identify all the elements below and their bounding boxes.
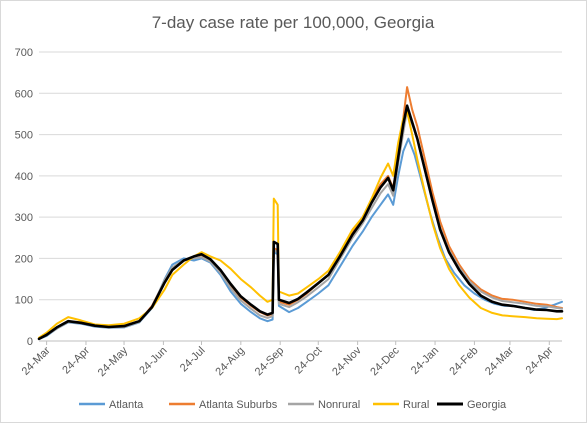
x-tick-label: 24-Oct <box>293 345 325 377</box>
legend-label: Georgia <box>467 399 507 411</box>
series-line-nonrural <box>38 108 563 340</box>
y-tick-label: 0 <box>27 336 33 348</box>
x-tick-label: 24-Dec <box>368 344 402 378</box>
legend-label: Nonrural <box>318 399 360 411</box>
x-tick-label: 24-Feb <box>447 345 480 378</box>
y-tick-label: 600 <box>15 88 33 100</box>
series-line-georgia <box>37 104 564 341</box>
legend-label: Rural <box>403 399 429 411</box>
y-tick-label: 700 <box>15 47 33 59</box>
y-axis-ticks: 0 100 200 300 400 500 600 700 <box>15 47 33 348</box>
x-tick-label: 24-Sep <box>253 345 287 379</box>
y-tick-label: 200 <box>15 253 33 265</box>
x-tick-label: 24-Apr <box>524 344 556 376</box>
x-tick-label: 24-Jul <box>178 345 208 375</box>
chart-title: 7-day case rate per 100,000, Georgia <box>152 13 435 32</box>
y-tick-label: 300 <box>15 212 33 224</box>
series-line-rural <box>38 110 563 339</box>
x-tick-label: 24-Aug <box>213 345 247 379</box>
x-axis-ticks: 24-Mar 24-Apr 24-May 24-Jun 24-Jul 24-Aug 24-S… <box>20 341 556 379</box>
y-tick-label: 500 <box>15 130 33 142</box>
x-tick-label: 24-Mar <box>483 344 516 377</box>
x-tick-label: 24-Mar <box>20 344 53 377</box>
x-tick-label: 24-Jan <box>409 345 441 377</box>
legend: Atlanta Atlanta Suburbs Nonrural Rural Georg… <box>79 399 507 411</box>
gridlines <box>39 51 562 342</box>
x-tick-label: 24-Apr <box>60 344 92 376</box>
x-tick-label: 24-May <box>96 344 131 379</box>
x-tick-label: 24-Nov <box>330 344 364 378</box>
series-lines <box>37 86 564 341</box>
legend-label: Atlanta <box>109 399 144 411</box>
y-tick-label: 100 <box>15 295 33 307</box>
y-tick-label: 400 <box>15 171 33 183</box>
x-tick-label: 24-Jun <box>137 345 169 377</box>
legend-label: Atlanta Suburbs <box>199 399 278 411</box>
